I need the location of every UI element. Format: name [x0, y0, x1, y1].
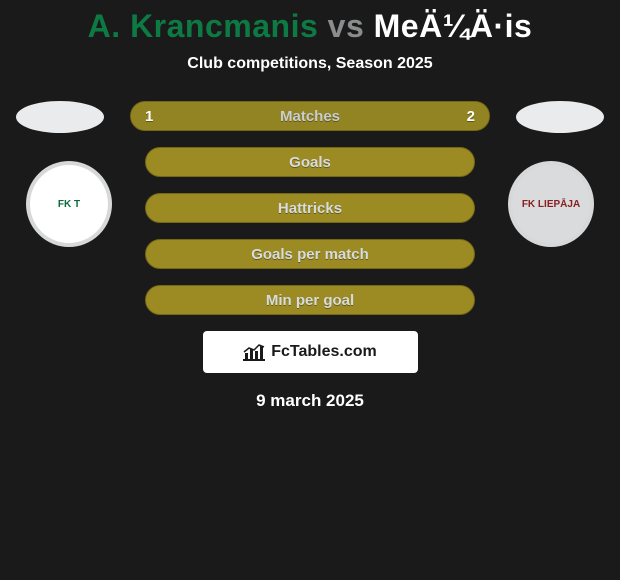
club-logo-left-abbr: FK T: [58, 199, 80, 210]
vs-separator: vs: [328, 8, 365, 44]
stat-bar-min-per-goal: Min per goal: [145, 285, 475, 315]
stat-bar-goals-per-match: Goals per match: [145, 239, 475, 269]
stat-label: Hattricks: [278, 200, 342, 217]
stat-bars: 1 Matches 2 Goals Hattricks Goals per ma…: [130, 101, 490, 315]
chart-icon: [243, 343, 265, 361]
matches-right-value: 2: [467, 108, 475, 125]
stat-bar-goals: Goals: [145, 147, 475, 177]
stat-label: Goals: [289, 154, 331, 171]
player-right-badge: [516, 101, 604, 133]
comparison-card: A. Krancmanis vs MeÄ¼Ä·is Club competiti…: [0, 0, 620, 411]
stat-bar-hattricks: Hattricks: [145, 193, 475, 223]
stat-label: Min per goal: [266, 292, 354, 309]
player-right-name: MeÄ¼Ä·is: [374, 8, 533, 44]
player-left-name: A. Krancmanis: [88, 8, 319, 44]
matches-left-value: 1: [145, 108, 153, 125]
stat-label: Goals per match: [251, 246, 369, 263]
comparison-body: FK T FK LIEPĀJA 1 Matches 2 Goals Hattri…: [0, 101, 620, 411]
club-logo-right: FK LIEPĀJA: [508, 161, 594, 247]
player-left-badge: [16, 101, 104, 133]
date-text: 9 march 2025: [0, 391, 620, 411]
matches-label: Matches: [280, 108, 340, 125]
branding-box: FcTables.com: [203, 331, 418, 373]
club-logo-right-abbr: FK LIEPĀJA: [522, 199, 580, 210]
club-logo-left: FK T: [26, 161, 112, 247]
page-title: A. Krancmanis vs MeÄ¼Ä·is: [0, 8, 620, 45]
branding-text: FcTables.com: [271, 343, 377, 361]
stat-bar-matches: 1 Matches 2: [130, 101, 490, 131]
subtitle: Club competitions, Season 2025: [0, 55, 620, 73]
